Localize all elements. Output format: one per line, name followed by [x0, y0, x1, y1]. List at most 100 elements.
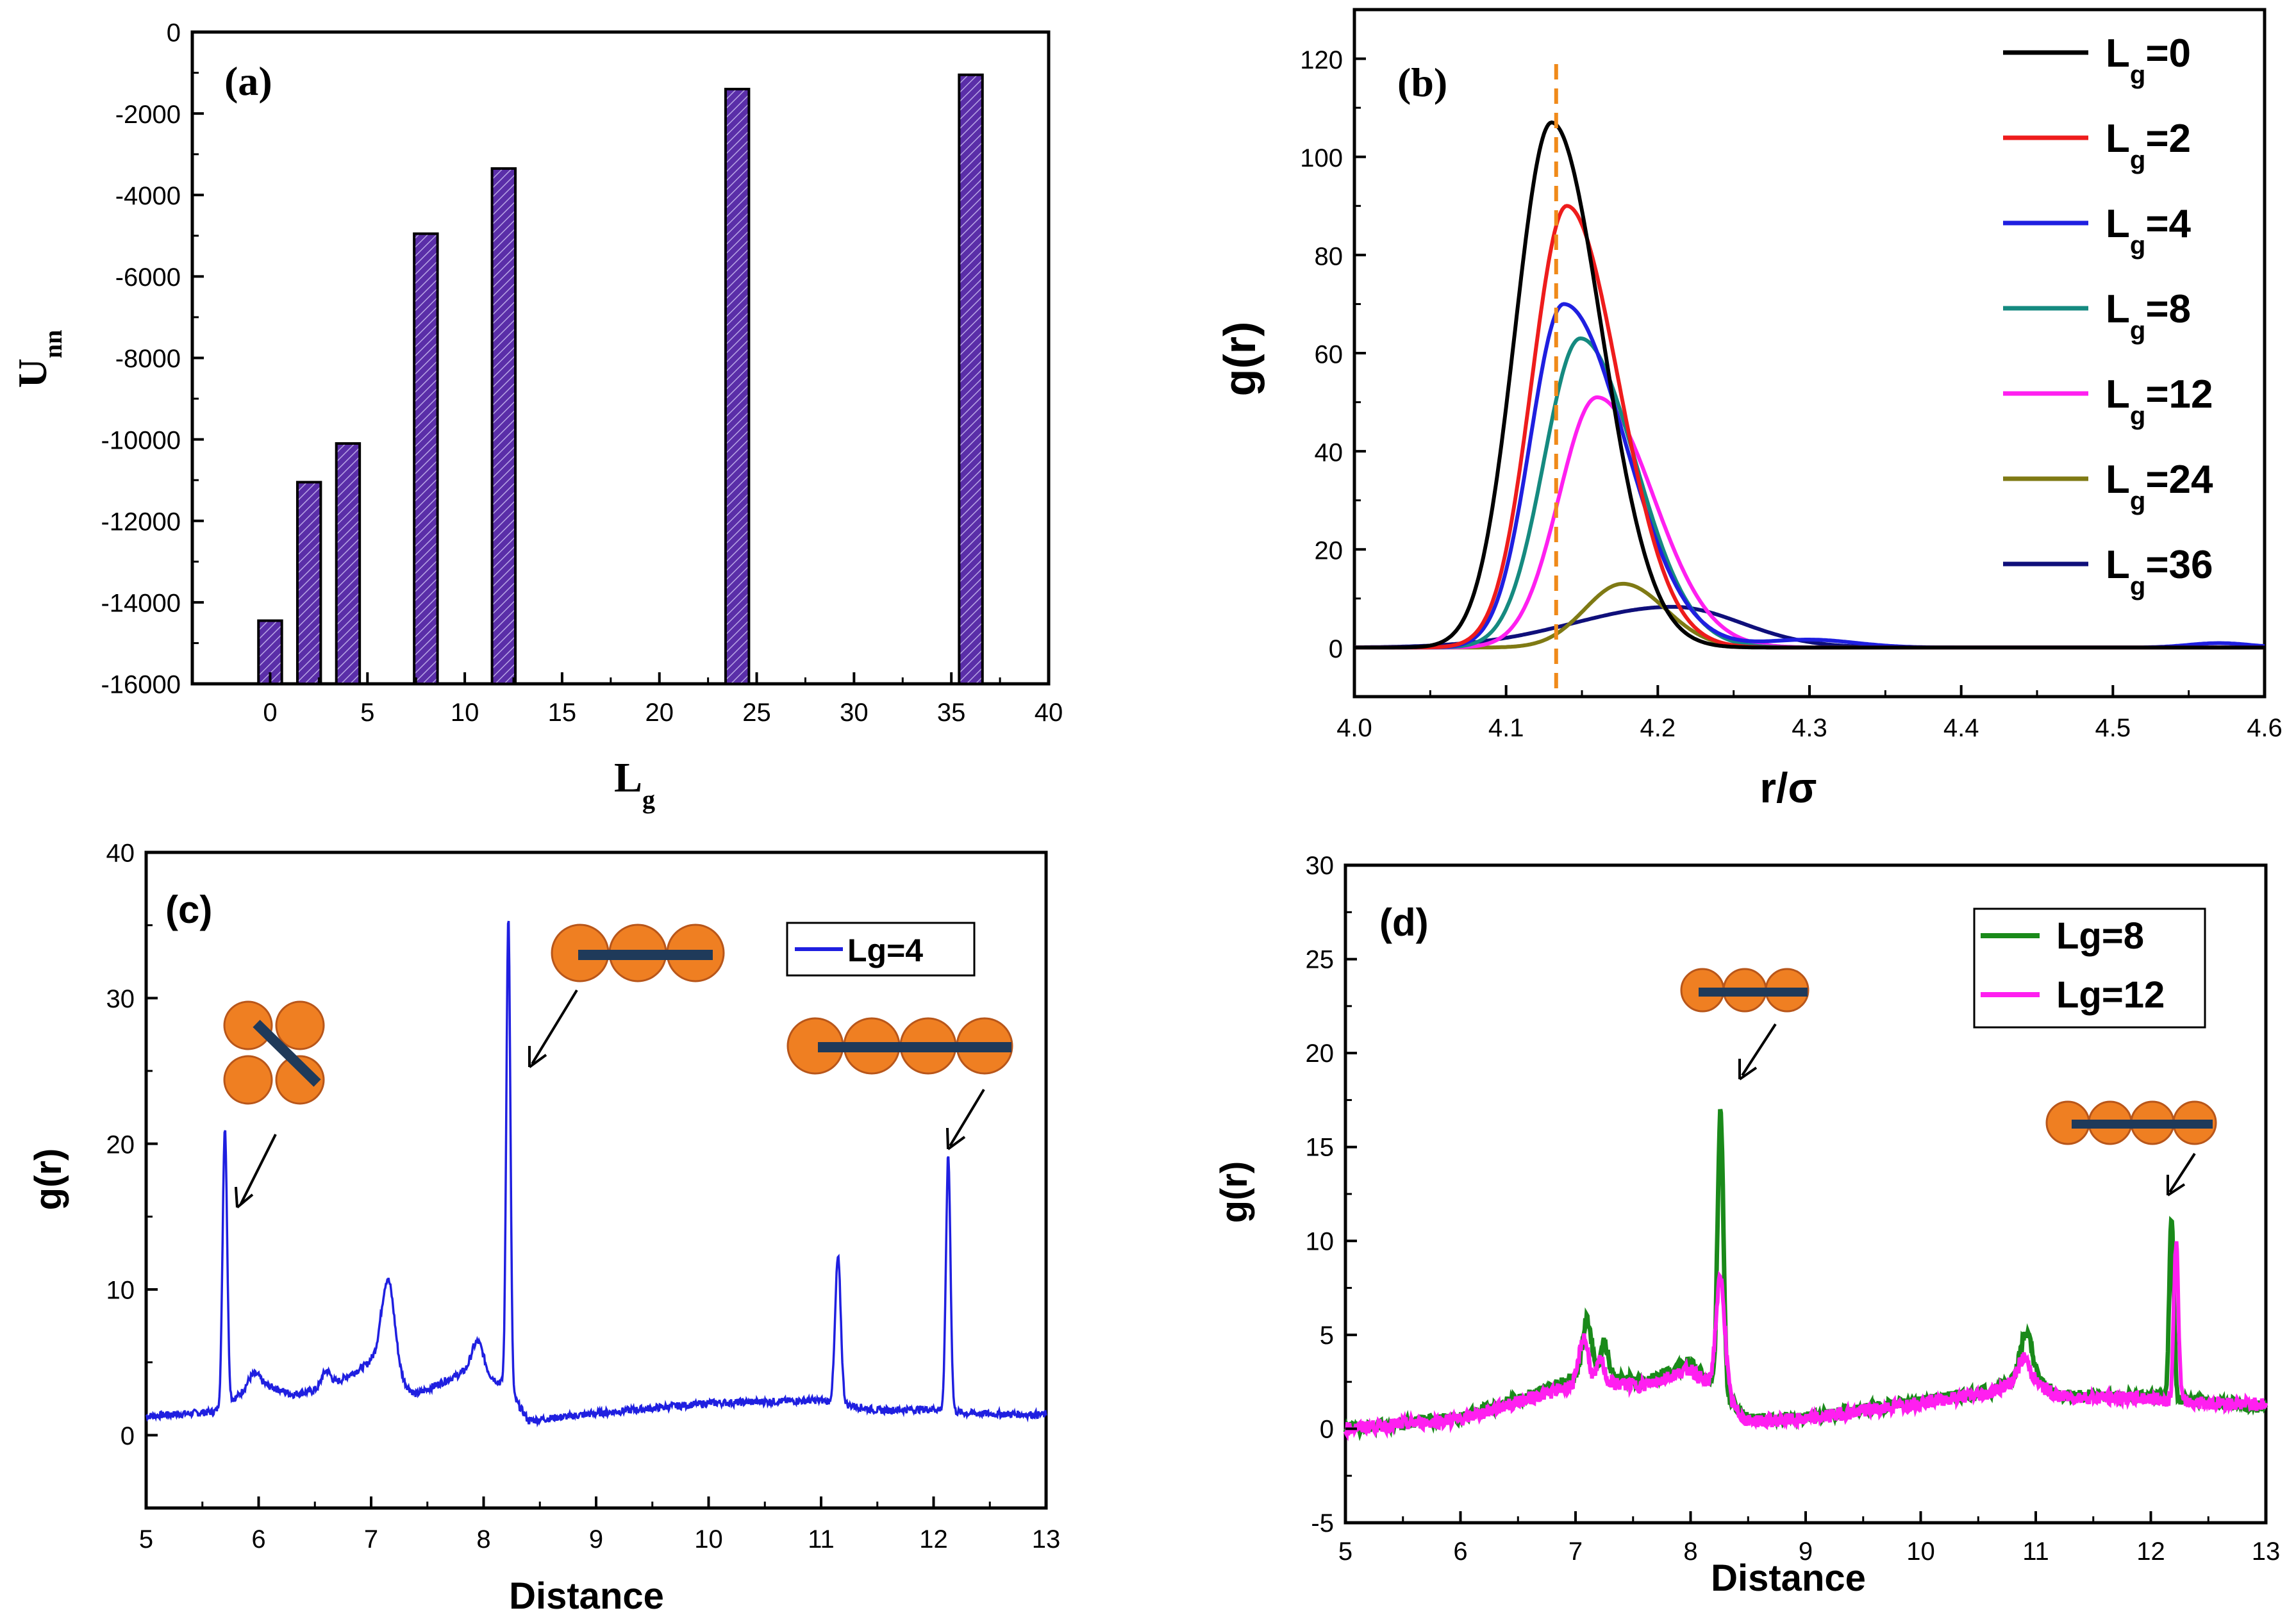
panel-b-legend: Lg=0 Lg=2 Lg=4 Lg=8 Lg=12 Lg=24 Lg=36: [2003, 31, 2213, 601]
arrow-head: [235, 1186, 254, 1209]
x-tick-label: 4.0: [1336, 714, 1372, 742]
panel-d-lines: [1343, 1109, 2268, 1442]
x-tick-label: 40: [1035, 699, 1063, 727]
x-tick-label: 4.1: [1488, 714, 1524, 742]
panel-c-xlabel: Distance: [509, 1575, 664, 1617]
x-tick-label: 6: [1453, 1537, 1467, 1566]
x-tick-label: 7: [1568, 1537, 1583, 1566]
legend-entry: Lg=12: [2056, 974, 2165, 1016]
y-tick-label: -16000: [101, 671, 181, 699]
x-tick-label: 11: [2022, 1537, 2049, 1566]
y-tick-label: 20: [106, 1131, 135, 1159]
panel-d: 5 6 7 8 9 10 11 12 13 -5 0 5 10 15 20 25 30 Lg=8 Lg=12 (…: [1213, 852, 2280, 1599]
legend-box: [786, 922, 976, 977]
y-tick-label: -8000: [115, 345, 181, 373]
bead: [275, 1000, 325, 1050]
series-line: [1343, 1241, 2268, 1442]
x-tick-label: 4.2: [1640, 714, 1676, 742]
bar: [724, 87, 751, 686]
panel-d-three-bead-illustration: [1680, 968, 1809, 1013]
panel-c-lines: [145, 920, 1047, 1428]
panel-c-four-bead-illustration: [786, 1017, 1013, 1075]
panel-a: 0 5 10 15 20 25 30 35 40 0 -2000 -4000 -6000 -8000 -1…: [10, 19, 1063, 814]
y-tick-label: 0: [1329, 635, 1343, 663]
y-tick-label: 80: [1315, 242, 1343, 270]
y-tick-label: 40: [106, 840, 135, 868]
bead: [223, 1055, 273, 1105]
y-tick-label: -14000: [101, 590, 181, 618]
panel-b-lines: [1354, 120, 2265, 650]
x-tick-label: 4.4: [1943, 714, 1979, 742]
legend-entry: Lg=12: [2106, 372, 2213, 430]
panel-c-label: (c): [165, 888, 212, 931]
arrow-line: [531, 989, 578, 1065]
legend-entry: Lg=24: [2106, 458, 2213, 515]
y-tick-label: 0: [1320, 1415, 1334, 1443]
arrow-line: [1741, 1023, 1777, 1077]
y-tick-label: 100: [1300, 144, 1343, 172]
y-tick-label: 0: [167, 19, 181, 47]
arrow-line: [949, 1088, 985, 1147]
legend-entry: Lg=4: [2106, 202, 2192, 260]
y-tick-label: 10: [1306, 1227, 1335, 1255]
y-tick-label: 25: [1306, 946, 1335, 974]
y-tick-label: -10000: [101, 426, 181, 454]
panel-c-ylabel: g(r): [28, 1148, 69, 1211]
panel-d-label: (d): [1379, 901, 1429, 944]
x-tick-label: 15: [548, 699, 577, 727]
y-tick-label: 40: [1315, 439, 1343, 467]
x-tick-label: 6: [251, 1525, 265, 1554]
y-tick-label: 10: [106, 1277, 135, 1305]
x-tick-label: 5: [360, 699, 374, 727]
x-tick-label: 12: [919, 1525, 948, 1554]
arrow-head: [1738, 1059, 1758, 1081]
panel-c-xticks: 5 6 7 8 9 10 11 12 13: [139, 1496, 1060, 1554]
panel-d-legend: Lg=8 Lg=12: [1973, 907, 2206, 1029]
legend-entry: Lg=8: [2056, 915, 2144, 957]
panel-a-yticks: 0 -2000 -4000 -6000 -8000 -10000 -12000 -14000 -…: [101, 19, 204, 699]
y-tick-label: 60: [1315, 340, 1343, 369]
y-tick-label: 0: [121, 1422, 135, 1450]
x-tick-label: 9: [1799, 1537, 1813, 1566]
legend-entry: Lg=36: [2106, 543, 2213, 601]
y-tick-label: 120: [1300, 46, 1343, 74]
x-tick-label: 7: [364, 1525, 378, 1554]
arrow-head: [2167, 1175, 2186, 1197]
x-tick-label: 11: [808, 1525, 835, 1554]
x-tick-label: 10: [451, 699, 479, 727]
y-tick-label: 30: [1306, 852, 1335, 880]
bead: [223, 1000, 273, 1050]
bar: [490, 167, 517, 685]
bar: [295, 481, 322, 685]
panel-b-label: (b): [1397, 60, 1447, 105]
x-tick-label: 0: [263, 699, 277, 727]
y-tick-label: -12000: [101, 508, 181, 536]
y-tick-label: -6000: [115, 263, 181, 292]
panel-c: 5 6 7 8 9 10 11 12 13 0 10 20 30 40 Lg=4 (c) Distanc…: [28, 840, 1060, 1617]
x-tick-label: 13: [2252, 1537, 2281, 1566]
panel-a-label: (a): [224, 58, 272, 104]
x-tick-label: 8: [476, 1525, 490, 1554]
panel-c-square-cluster-illustration: [223, 1000, 325, 1105]
arrow-line: [239, 1134, 277, 1206]
x-tick-label: 4.6: [2247, 714, 2283, 742]
arrow-head: [946, 1127, 966, 1150]
panel-b: 4.0 4.1 4.2 4.3 4.4 4.5 4.6 0 20 40 60 80 100 120 Lg…: [1215, 8, 2283, 811]
x-tick-label: 10: [694, 1525, 723, 1554]
panel-d-yticks: -5 0 5 10 15 20 25 30: [1306, 852, 1357, 1537]
panel-d-ylabel: g(r): [1213, 1161, 1255, 1223]
legend-box: [1973, 907, 2206, 1029]
y-tick-label: 30: [106, 985, 135, 1013]
arrow-line: [2168, 1152, 2196, 1193]
panel-a-ylabel: Unn: [10, 330, 67, 388]
x-tick-label: 4.3: [1792, 714, 1827, 742]
rod: [253, 1020, 321, 1087]
panel-c-three-bead-illustration: [551, 924, 725, 982]
x-tick-label: 20: [645, 699, 674, 727]
y-tick-label: 20: [1315, 537, 1343, 565]
legend-entry: Lg=2: [2106, 117, 2191, 174]
panel-c-yticks: 0 10 20 30 40: [106, 840, 158, 1450]
panel-d-xticks: 5 6 7 8 9 10 11 12 13: [1338, 1511, 2280, 1566]
x-tick-label: 8: [1683, 1537, 1697, 1566]
panel-a-bars: [257, 73, 984, 686]
